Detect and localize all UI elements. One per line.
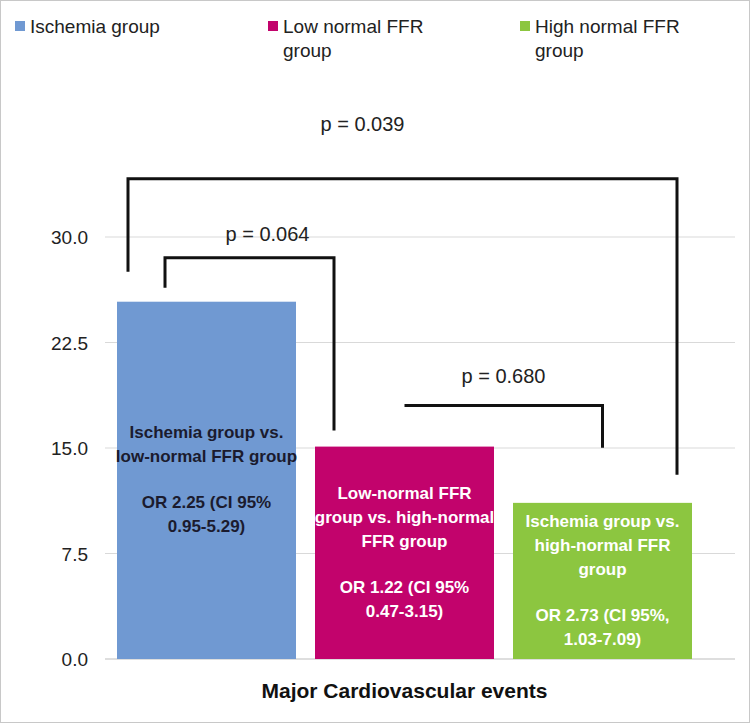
bar-note: Ischemia group vs. [130, 423, 284, 442]
bracket [405, 406, 603, 448]
p-value: p = 0.680 [462, 365, 546, 387]
bar-note: 1.03-7.09) [564, 630, 642, 649]
y-tick-label: 7.5 [62, 544, 88, 565]
bars [117, 302, 692, 659]
bar-note: Ischemia group vs. [526, 512, 680, 531]
chart-root: 0.0 7.5 15.0 22.5 30.0 Ischemia group vs. low-… [0, 0, 750, 723]
bar-note: OR 2.25 (CI 95% [142, 493, 271, 512]
bar-note: FFR group [362, 532, 448, 551]
y-tick-label: 0.0 [62, 649, 88, 670]
bracket [128, 179, 677, 475]
bar-note: 0.47-3.15) [366, 602, 444, 621]
bar-note: high-normal FFR [535, 536, 671, 555]
legend-line: group [283, 40, 332, 61]
y-tick-label: 15.0 [51, 438, 88, 459]
p-value: p = 0.064 [226, 223, 310, 245]
legend-label: Ischemia group [30, 16, 160, 37]
legend-label: Low normal FFR group [283, 16, 423, 61]
bar-note: OR 1.22 (CI 95% [340, 578, 469, 597]
grid-line [105, 237, 735, 238]
bar-note: 0.95-5.29) [168, 517, 246, 536]
y-tick-label: 22.5 [51, 333, 88, 354]
legend-swatch [520, 21, 530, 31]
legend-line: High normal FFR [535, 16, 680, 37]
legend-line: Ischemia group [30, 16, 160, 37]
bracket [165, 258, 334, 431]
bar-note: Low-normal FFR [337, 484, 471, 503]
legend-label: High normal FFR group [535, 16, 680, 61]
legend-swatch [268, 21, 278, 31]
frame [1, 1, 750, 723]
bar-note: OR 2.73 (CI 95%, [535, 606, 669, 625]
legend-swatch [15, 21, 25, 31]
bar-note: low-normal FFR group [116, 447, 297, 466]
bar [315, 447, 494, 659]
x-category-label: Major Cardiovascular events [262, 679, 548, 702]
chart-svg: 0.0 7.5 15.0 22.5 30.0 Ischemia group vs. low-… [0, 0, 750, 723]
legend-line: Low normal FFR [283, 16, 423, 37]
bar [513, 503, 692, 659]
y-tick-label: 30.0 [51, 227, 88, 248]
legend-line: group [535, 40, 584, 61]
p-value: p = 0.039 [321, 113, 405, 135]
bar [117, 302, 296, 659]
bar-note: group [578, 560, 626, 579]
bar-note: group vs. high-normal [315, 508, 494, 527]
